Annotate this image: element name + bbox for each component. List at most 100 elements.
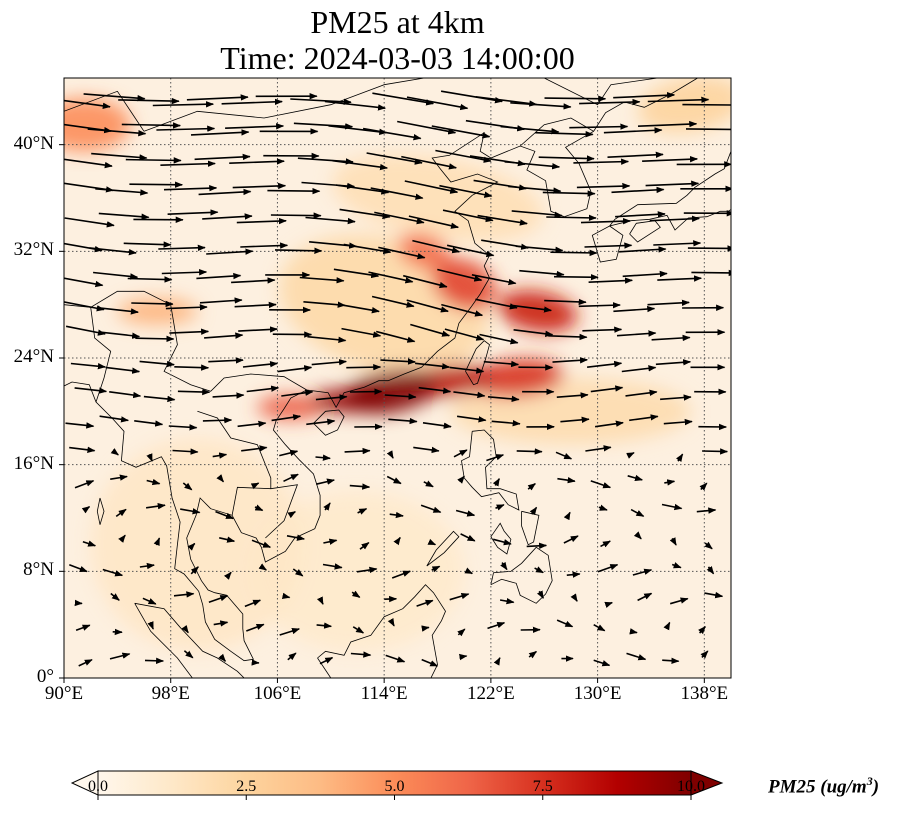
wind-arrow bbox=[341, 327, 382, 338]
wind-arrow bbox=[240, 242, 289, 249]
wind-arrow bbox=[442, 209, 494, 223]
wind-arrow bbox=[422, 422, 452, 429]
lon-tick-label: 106°E bbox=[253, 683, 302, 704]
coastline-segment bbox=[90, 307, 112, 403]
wind-arrow bbox=[323, 538, 338, 545]
wind-arrow bbox=[669, 597, 689, 605]
wind-arrow bbox=[208, 357, 244, 364]
wind-arrow bbox=[121, 122, 181, 129]
wind-arrow bbox=[65, 325, 106, 336]
coastline-segment bbox=[490, 546, 553, 604]
wind-arrow bbox=[590, 385, 624, 393]
coastline-segment bbox=[96, 497, 105, 525]
wind-arrow bbox=[144, 657, 165, 664]
wind-arrow bbox=[173, 591, 195, 598]
coastline-segment bbox=[313, 409, 345, 436]
wind-arrow bbox=[569, 123, 629, 130]
wind-arrow bbox=[563, 511, 571, 521]
coastline-segment bbox=[629, 220, 661, 243]
lon-tick-label: 130°E bbox=[573, 683, 622, 704]
wind-arrow bbox=[593, 623, 606, 632]
wind-arrow bbox=[632, 568, 653, 576]
wind-arrow bbox=[647, 299, 690, 306]
wind-arrow bbox=[87, 128, 147, 137]
wind-arrow bbox=[371, 295, 415, 308]
wind-arrow bbox=[349, 483, 371, 490]
wind-arrow bbox=[169, 328, 210, 335]
wind-arrow bbox=[487, 622, 506, 630]
wind-arrow bbox=[93, 271, 139, 280]
wind-arrow bbox=[75, 624, 91, 632]
wind-arrow bbox=[477, 214, 528, 226]
wind-arrow bbox=[615, 211, 666, 218]
wind-arrow bbox=[410, 323, 451, 337]
map-subtitle-time: Time: 2024-03-03 14:00:00 bbox=[220, 40, 575, 76]
wind-arrow bbox=[691, 269, 731, 277]
wind-arrow bbox=[544, 95, 607, 102]
wind-arrow bbox=[555, 451, 573, 460]
wind-arrow bbox=[455, 509, 476, 517]
wind-arrow bbox=[492, 478, 500, 487]
wind-arrow bbox=[74, 387, 108, 394]
wind-arrow bbox=[237, 420, 267, 428]
wind-arrow bbox=[416, 599, 434, 607]
wind-arrow bbox=[384, 393, 417, 400]
wind-arrow bbox=[647, 96, 710, 104]
wind-arrow bbox=[538, 155, 595, 162]
wind-arrow bbox=[125, 157, 182, 164]
wind-arrow bbox=[471, 274, 517, 286]
wind-arrow bbox=[626, 451, 635, 459]
coastline-segment bbox=[134, 602, 245, 678]
wind-arrow bbox=[177, 388, 211, 396]
wind-arrow bbox=[212, 452, 228, 459]
wind-arrow bbox=[98, 212, 150, 220]
wind-arrow bbox=[570, 593, 578, 602]
wind-arrow bbox=[115, 508, 127, 518]
wind-arrow bbox=[123, 241, 172, 248]
wind-arrow bbox=[281, 592, 291, 599]
colorbar-tick-label: 10.0 bbox=[677, 778, 705, 795]
wind-arrow bbox=[316, 596, 324, 605]
wind-arrow bbox=[250, 482, 260, 490]
wind-arrow bbox=[292, 568, 304, 577]
wind-arrow bbox=[475, 298, 518, 310]
wind-arrow bbox=[421, 658, 439, 667]
wind-arrow bbox=[212, 392, 245, 399]
wind-arrow bbox=[511, 210, 563, 219]
wind-arrow bbox=[153, 537, 161, 546]
wind-arrow bbox=[146, 453, 153, 462]
wind-arrow bbox=[486, 454, 505, 462]
wind-arrow bbox=[440, 90, 503, 104]
wind-arrow bbox=[704, 591, 724, 599]
wind-arrow bbox=[163, 184, 218, 192]
colorbar-label: PM25 (ug/m3) bbox=[768, 774, 880, 798]
wind-arrow bbox=[491, 419, 521, 427]
wind-arrow bbox=[500, 125, 560, 135]
wind-arrow bbox=[370, 187, 424, 200]
wind-arrow bbox=[616, 330, 657, 337]
wind-arrow bbox=[290, 98, 352, 106]
wind-arrow bbox=[281, 389, 314, 397]
wind-arrow bbox=[299, 276, 345, 284]
coastline-segment bbox=[465, 340, 490, 386]
wind-arrow bbox=[343, 243, 392, 255]
wind-arrow bbox=[267, 187, 321, 195]
wind-arrow bbox=[579, 98, 641, 106]
wind-arrow bbox=[550, 249, 598, 257]
wind-arrow bbox=[600, 540, 611, 548]
wind-arrow bbox=[374, 211, 425, 225]
wind-arrow bbox=[65, 422, 95, 429]
wind-arrow bbox=[479, 333, 519, 345]
wind-arrow bbox=[696, 507, 717, 514]
wind-arrow bbox=[286, 534, 305, 541]
wind-arrow bbox=[457, 475, 465, 484]
lat-tick-label: 8°N bbox=[23, 559, 54, 581]
wind-arrow bbox=[556, 619, 574, 628]
wind-arrow bbox=[585, 445, 612, 452]
wind-arrow bbox=[127, 276, 173, 283]
wind-arrow bbox=[174, 364, 210, 371]
wind-arrow bbox=[604, 601, 613, 608]
wind-arrow bbox=[335, 184, 390, 195]
wind-arrow bbox=[346, 363, 382, 371]
wind-arrow bbox=[293, 122, 354, 130]
